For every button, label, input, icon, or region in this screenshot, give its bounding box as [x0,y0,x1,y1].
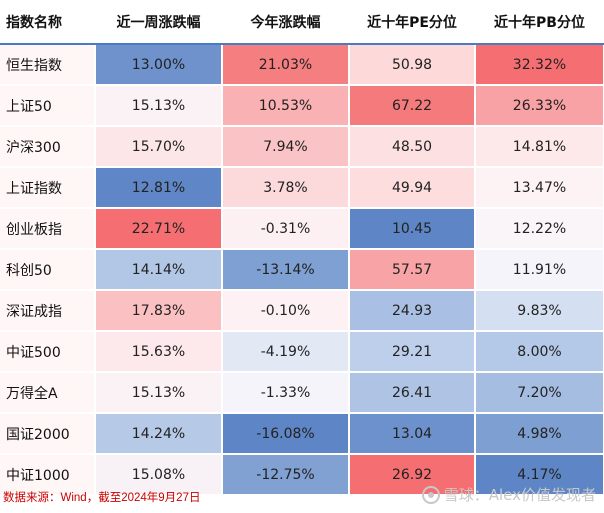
pe-percentile-cell: 48.50 [349,126,476,168]
xueqiu-logo-icon [421,485,440,504]
header-ytd-change: 今年涨跌幅 [222,0,349,45]
week-change-cell: 15.63% [95,331,223,373]
index-name-cell: 深证成指 [0,290,96,332]
ytd-change-cell: 3.78% [222,167,350,209]
week-change-cell: 15.13% [95,372,223,414]
table-row: 恒生指数 13.00% 21.03% 50.98 32.32% [0,44,604,86]
week-change-cell: 14.24% [95,413,223,455]
index-name-cell: 上证指数 [0,167,96,209]
pe-percentile-cell: 49.94 [349,167,476,209]
index-name-cell: 创业板指 [0,208,96,250]
ytd-change-cell: -0.31% [222,208,350,250]
header-pb-percentile: 近十年PB分位 [475,0,604,45]
index-name-cell: 中证1000 [0,454,96,496]
week-change-cell: 22.71% [95,208,223,250]
table-row: 科创50 14.14% -13.14% 57.57 11.91% [0,249,604,291]
index-name-cell: 上证50 [0,85,96,127]
pb-percentile-cell: 14.81% [475,126,604,168]
table-row: 创业板指 22.71% -0.31% 10.45 12.22% [0,208,604,250]
pe-percentile-cell: 24.93 [349,290,476,332]
pb-percentile-cell: 11.91% [475,249,604,291]
week-change-cell: 15.13% [95,85,223,127]
index-name-cell: 万得全A [0,372,96,414]
week-change-cell: 17.83% [95,290,223,332]
week-change-cell: 15.70% [95,126,223,168]
pb-percentile-cell: 12.22% [475,208,604,250]
watermark-text: 雪球：Alex价值发现者 [443,486,596,504]
ytd-change-cell: -4.19% [222,331,350,373]
table-row: 上证50 15.13% 10.53% 67.22 26.33% [0,85,604,127]
week-change-cell: 12.81% [95,167,223,209]
pe-percentile-cell: 26.41 [349,372,476,414]
header-week-change: 近一周涨跌幅 [95,0,222,45]
table-row: 深证成指 17.83% -0.10% 24.93 9.83% [0,290,604,332]
ytd-change-cell: -16.08% [222,413,350,455]
table-row: 中证1000 15.08% -12.75% 26.92 4.17% [0,454,604,496]
pb-percentile-cell: 32.32% [475,44,604,86]
pb-percentile-cell: 26.33% [475,85,604,127]
table-row: 中证500 15.63% -4.19% 29.21 8.00% [0,331,604,373]
ytd-change-cell: -1.33% [222,372,350,414]
pe-percentile-cell: 57.57 [349,249,476,291]
pe-percentile-cell: 13.04 [349,413,476,455]
pb-percentile-cell: 13.47% [475,167,604,209]
pb-percentile-cell: 9.83% [475,290,604,332]
table-row: 上证指数 12.81% 3.78% 49.94 13.47% [0,167,604,209]
index-name-cell: 科创50 [0,249,96,291]
ytd-change-cell: -13.14% [222,249,350,291]
pb-percentile-cell: 4.98% [475,413,604,455]
table-row: 国证2000 14.24% -16.08% 13.04 4.98% [0,413,604,455]
ytd-change-cell: 7.94% [222,126,350,168]
pb-percentile-cell: 7.20% [475,372,604,414]
table-row: 沪深300 15.70% 7.94% 48.50 14.81% [0,126,604,168]
data-source-note: 数据来源：Wind，截至2024年9月27日 [3,492,201,504]
index-name-cell: 恒生指数 [0,44,96,86]
watermark: 雪球：Alex价值发现者 [421,484,596,505]
ytd-change-cell: -12.75% [222,454,350,496]
week-change-cell: 15.08% [95,454,223,496]
header-pe-percentile: 近十年PE分位 [349,0,475,45]
index-name-cell: 沪深300 [0,126,96,168]
pe-percentile-cell: 10.45 [349,208,476,250]
index-name-cell: 中证500 [0,331,96,373]
index-performance-table: 指数名称 近一周涨跌幅 今年涨跌幅 近十年PE分位 近十年PB分位 恒生指数 13… [0,0,604,496]
pb-percentile-cell: 8.00% [475,331,604,373]
week-change-cell: 13.00% [95,44,223,86]
header-index-name: 指数名称 [0,0,95,45]
week-change-cell: 14.14% [95,249,223,291]
pe-percentile-cell: 26.92 [349,454,476,496]
ytd-change-cell: 10.53% [222,85,350,127]
pe-percentile-cell: 29.21 [349,331,476,373]
ytd-change-cell: 21.03% [222,44,350,86]
index-name-cell: 国证2000 [0,413,96,455]
table-row: 万得全A 15.13% -1.33% 26.41 7.20% [0,372,604,414]
ytd-change-cell: -0.10% [222,290,350,332]
header-row: 指数名称 近一周涨跌幅 今年涨跌幅 近十年PE分位 近十年PB分位 [0,0,604,45]
pe-percentile-cell: 50.98 [349,44,476,86]
pe-percentile-cell: 67.22 [349,85,476,127]
pb-percentile-cell: 4.17% [475,454,604,496]
